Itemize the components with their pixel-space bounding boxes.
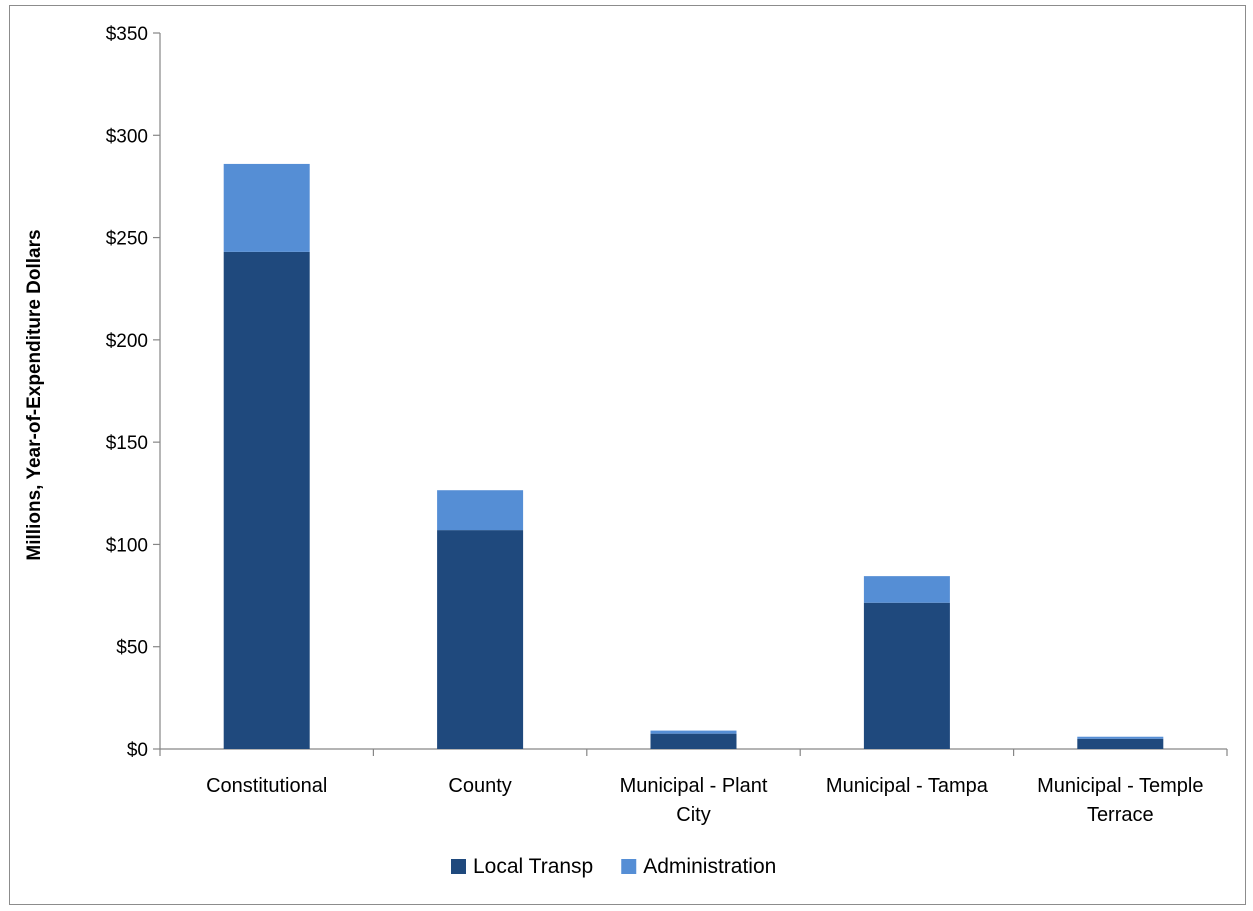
bar-local-transp: [223, 251, 310, 750]
legend-swatch: [451, 859, 466, 874]
y-axis-label: Millions, Year-of-Expenditure Dollars: [24, 229, 45, 560]
bar-administration: [223, 163, 310, 252]
y-tick-label: $350: [106, 24, 148, 45]
x-tick-labels: Constitutional County Municipal - Plant Cit…: [206, 775, 1203, 826]
y-tick-label: $0: [127, 740, 148, 761]
y-tick-label: $100: [106, 535, 148, 556]
x-tick-label: Municipal - Tampa: [826, 775, 989, 797]
x-tick-label: Municipal - Plant: [620, 775, 768, 797]
bar-local-transp: [863, 602, 950, 749]
bar-administration: [1077, 736, 1164, 739]
y-tick-label: $50: [116, 638, 148, 659]
y-tick-label: $250: [106, 229, 148, 250]
legend-swatch: [621, 859, 637, 874]
bar-administration: [437, 490, 524, 531]
y-tick-label: $200: [106, 331, 148, 352]
bar-administration: [863, 576, 950, 603]
chart-area: [9, 5, 1246, 905]
bar-administration: [650, 730, 737, 734]
x-tick-label: County: [448, 775, 511, 797]
legend-label: Administration: [643, 855, 776, 878]
bar-local-transp: [437, 530, 524, 749]
legend: Local Transp Administration: [451, 855, 776, 878]
bar-local-transp: [1077, 738, 1164, 749]
y-tick-label: $300: [106, 126, 148, 147]
y-tick-labels: $0 $50 $100 $150 $200 $250 $300 $350: [106, 24, 148, 761]
legend-label: Local Transp: [473, 855, 593, 878]
x-tick-label: Municipal - Temple: [1037, 775, 1203, 797]
x-tick-label: City: [676, 804, 710, 826]
y-tick-label: $150: [106, 433, 148, 454]
bars: [223, 163, 1164, 750]
bar-local-transp: [650, 733, 737, 749]
x-tick-label: Constitutional: [206, 775, 327, 797]
x-tick-label: Terrace: [1087, 804, 1154, 826]
axes: [153, 32, 1228, 756]
